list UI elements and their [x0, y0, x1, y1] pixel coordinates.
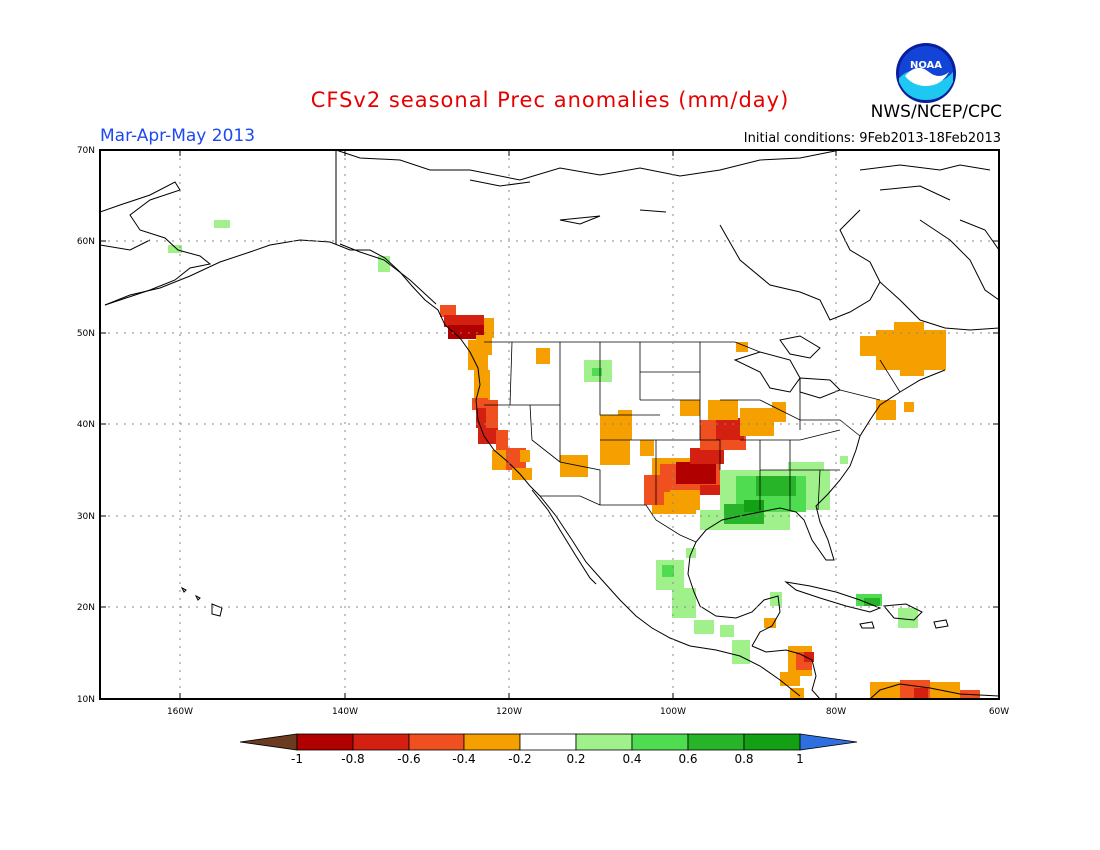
colorbar-label: -0.8 — [341, 752, 364, 766]
colorbar-label: -0.6 — [397, 752, 420, 766]
lon-label-120w: 120W — [496, 707, 522, 717]
colorbar-bin-5 — [575, 733, 633, 751]
colorbar-bin-7 — [687, 733, 745, 751]
colorbar-bin-8 — [743, 733, 801, 751]
colorbar-bin-4 — [463, 733, 521, 751]
colorbar-above-max — [799, 733, 858, 751]
anomaly-gulf-coast — [700, 456, 848, 530]
lon-label-160w: 160W — [167, 707, 193, 717]
lat-label-40n: 40N — [77, 420, 95, 430]
season-label: Mar-Apr-May 2013 — [100, 126, 256, 146]
lat-label-10n: 10N — [77, 695, 95, 705]
anomaly-california — [472, 348, 550, 480]
anomaly-central-america — [764, 618, 814, 698]
mexico-border-layer — [540, 495, 601, 506]
grid-layer — [100, 150, 999, 699]
colorbar: -1 -0.8 -0.6 -0.4 -0.2 0.2 0.4 0.6 0.8 1 — [239, 733, 858, 766]
colorbar-label: -0.4 — [452, 752, 475, 766]
anomaly-mexico — [656, 548, 782, 664]
colorbar-label: 0.4 — [622, 752, 641, 766]
noaa-logo-text: NOAA — [910, 60, 942, 71]
colorbar-label: -0.2 — [508, 752, 531, 766]
latitude-labels: 70N 60N 50N 40N 30N 20N 10N — [77, 146, 95, 705]
lon-label-100w: 100W — [660, 707, 686, 717]
colorbar-bin-neutral — [519, 733, 577, 751]
colorbar-label: 0.2 — [566, 752, 585, 766]
anomaly-layer — [168, 220, 980, 699]
lat-label-30n: 30N — [77, 512, 95, 522]
lon-label-140w: 140W — [332, 707, 358, 717]
colorbar-label: 1 — [796, 752, 804, 766]
lat-label-50n: 50N — [77, 329, 95, 339]
longitude-labels: 160W 140W 120W 100W 80W 60W — [167, 707, 1009, 717]
lon-label-80w: 80W — [826, 707, 846, 717]
tick-layer — [100, 149, 999, 699]
colorbar-bin-6 — [631, 733, 689, 751]
colorbar-label: 0.6 — [678, 752, 697, 766]
colorbar-bin-2 — [352, 733, 410, 751]
noaa-logo-icon: NOAA — [896, 43, 956, 103]
colorbar-below-min — [239, 733, 298, 751]
anomaly-alaska — [168, 220, 612, 382]
colorbar-label: 0.8 — [734, 752, 753, 766]
anomaly-southern-plains — [644, 400, 786, 514]
lon-label-60w: 60W — [989, 707, 1009, 717]
lat-label-70n: 70N — [77, 146, 95, 156]
colorbar-bin-1 — [296, 733, 354, 751]
colorbar-bin-3 — [408, 733, 465, 751]
coastline-layer — [100, 150, 999, 699]
anomaly-quebec — [860, 322, 946, 420]
lat-label-60n: 60N — [77, 237, 95, 247]
agency-label: NWS/NCEP/CPC — [870, 102, 1002, 122]
anomaly-pacific-nw — [440, 305, 494, 400]
lat-label-20n: 20N — [77, 603, 95, 613]
colorbar-label: -1 — [291, 752, 303, 766]
map-title: CFSv2 seasonal Prec anomalies (mm/day) — [310, 88, 790, 112]
initial-conditions-label: Initial conditions: 9Feb2013-18Feb2013 — [743, 131, 1001, 146]
